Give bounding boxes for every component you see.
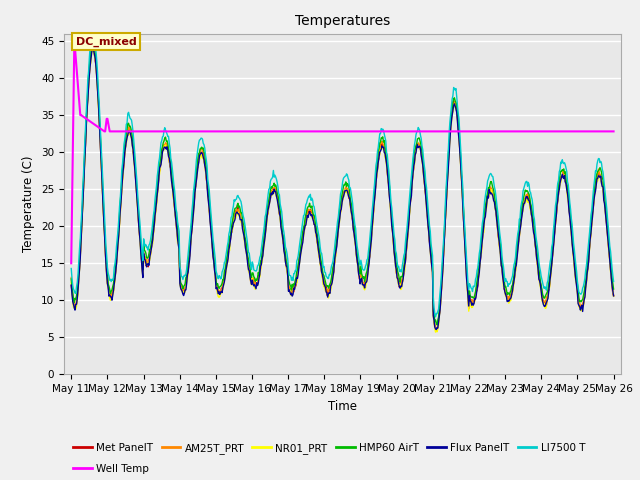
Y-axis label: Temperature (C): Temperature (C) bbox=[22, 156, 35, 252]
Title: Temperatures: Temperatures bbox=[295, 14, 390, 28]
Text: DC_mixed: DC_mixed bbox=[76, 36, 136, 47]
Legend: Well Temp: Well Temp bbox=[69, 460, 154, 478]
X-axis label: Time: Time bbox=[328, 400, 357, 413]
